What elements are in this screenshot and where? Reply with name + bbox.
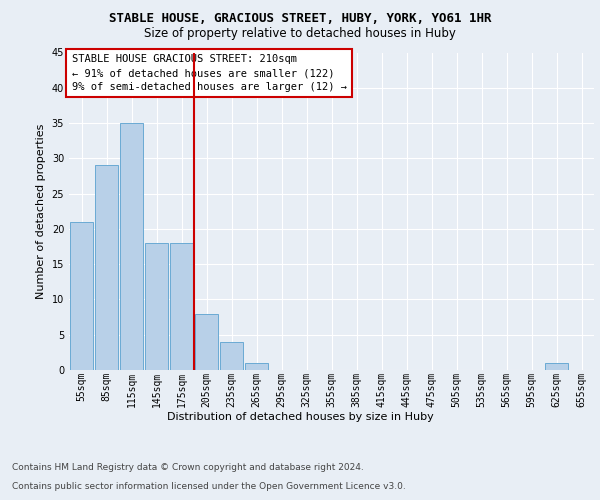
Bar <box>545 363 568 370</box>
Y-axis label: Number of detached properties: Number of detached properties <box>36 124 46 299</box>
Text: Distribution of detached houses by size in Huby: Distribution of detached houses by size … <box>167 412 433 422</box>
Bar <box>145 243 168 370</box>
Bar <box>220 342 243 370</box>
Bar <box>245 363 268 370</box>
Bar <box>95 166 118 370</box>
Bar <box>170 243 193 370</box>
Text: Contains public sector information licensed under the Open Government Licence v3: Contains public sector information licen… <box>12 482 406 491</box>
Bar <box>195 314 218 370</box>
Bar <box>70 222 93 370</box>
Text: STABLE HOUSE, GRACIOUS STREET, HUBY, YORK, YO61 1HR: STABLE HOUSE, GRACIOUS STREET, HUBY, YOR… <box>109 12 491 26</box>
Text: Contains HM Land Registry data © Crown copyright and database right 2024.: Contains HM Land Registry data © Crown c… <box>12 464 364 472</box>
Text: STABLE HOUSE GRACIOUS STREET: 210sqm
← 91% of detached houses are smaller (122)
: STABLE HOUSE GRACIOUS STREET: 210sqm ← 9… <box>71 54 347 92</box>
Bar <box>120 123 143 370</box>
Text: Size of property relative to detached houses in Huby: Size of property relative to detached ho… <box>144 28 456 40</box>
